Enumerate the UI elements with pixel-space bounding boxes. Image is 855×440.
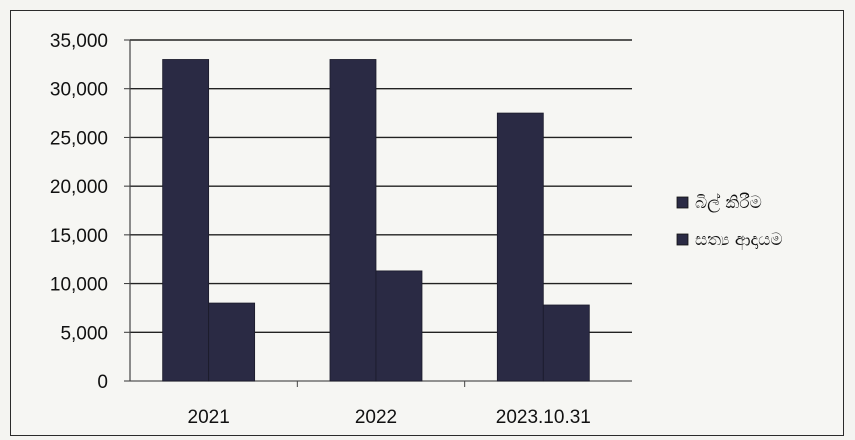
- y-tick-label: 0: [97, 372, 108, 393]
- legend-label: බිල් කිරීම: [695, 193, 762, 213]
- x-tick-label: 2021: [188, 407, 230, 428]
- y-tick-label: 30,000: [50, 80, 108, 101]
- bar-billing-0: [162, 59, 210, 382]
- bars: [162, 59, 590, 382]
- legend-swatch: [676, 233, 689, 246]
- y-axis-ticks: 0 5,000 10,000 15,000 20,000 25,000 30,000 35,0…: [50, 31, 108, 393]
- x-tick-label: 2022: [355, 407, 397, 428]
- y-tick-label: 10,000: [50, 275, 108, 296]
- bar-billing-2: [496, 112, 544, 382]
- legend: බිල් කිරීම සත්‍ය ආදායම: [676, 193, 783, 251]
- bar-actual-revenue-1: [375, 270, 423, 382]
- x-axis-ticks: 2021 2022 2023.10.31: [188, 381, 591, 428]
- chart-frame: [10, 10, 844, 436]
- y-tick-label: 5,000: [60, 323, 108, 344]
- y-tick-label: 15,000: [50, 226, 108, 247]
- bar-actual-revenue-2: [542, 304, 590, 382]
- y-tick-label: 35,000: [50, 31, 108, 52]
- y-tick-label: 20,000: [50, 177, 108, 198]
- y-tick-label: 25,000: [50, 128, 108, 149]
- bar-actual-revenue-0: [208, 302, 256, 382]
- legend-swatch: [676, 196, 689, 209]
- bar-billing-1: [329, 59, 377, 382]
- x-tick-label: 2023.10.31: [496, 407, 591, 428]
- legend-label: සත්‍ය ආදායම: [695, 230, 783, 251]
